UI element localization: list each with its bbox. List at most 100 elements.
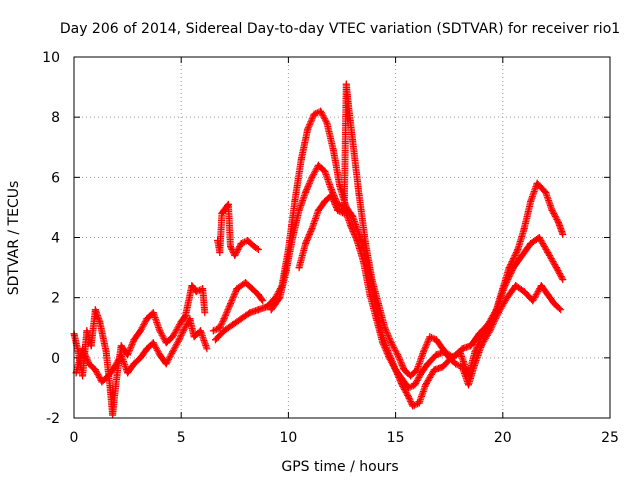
data-point [186,315,194,323]
data-point [407,372,415,380]
data-point [475,330,483,338]
data-point [314,206,322,214]
data-point [291,197,299,205]
tick-label-layer: 0 5 10 15 20 25 -2 0 2 4 6 8 10 [42,50,619,446]
data-point [113,372,121,380]
data-point [368,276,376,284]
x-tick-label: 0 [70,430,79,446]
data-point [340,209,348,217]
data-point [216,324,224,332]
data-point [237,240,245,247]
data-point [224,200,232,208]
data-point [415,399,423,407]
data-point [405,393,412,401]
data-point [550,300,558,308]
data-point [510,264,517,272]
data-point [344,101,352,109]
data-point [349,137,357,145]
data-point [327,191,335,199]
x-tick-label: 20 [494,430,512,446]
data-point [289,234,297,241]
x-tick-label: 15 [387,430,405,446]
data-point [533,179,541,187]
data-point [387,339,395,347]
data-point [394,351,402,359]
data-point [329,146,337,154]
data-point [98,378,106,386]
data-point [192,288,200,296]
data-point [214,237,222,244]
data-point [359,258,367,266]
data-point [254,246,262,253]
data-point [244,237,252,244]
data-point [109,411,117,419]
data-point [327,185,335,193]
data-point [445,354,453,362]
x-tick-label: 10 [279,430,297,446]
data-point [527,240,535,247]
data-point [246,309,254,317]
data-point [106,387,114,395]
y-tick-label: 2 [51,291,60,307]
data-point [439,345,447,353]
data-point [203,345,211,353]
data-point [321,167,329,175]
data-point [355,191,363,199]
data-point [477,342,485,350]
data-point [430,366,438,374]
data-point [104,372,112,380]
data-point [169,348,177,356]
data-point [458,345,466,353]
data-point [220,315,228,323]
data-point [259,297,267,305]
data-point [242,279,249,287]
data-point [263,303,271,311]
series-trace-7 [295,80,565,389]
series-trace-3 [214,200,262,259]
data-point [162,339,170,347]
data-point [83,327,91,335]
data-point [537,282,545,290]
data-point [295,264,303,272]
data-point [117,351,125,359]
data-point [302,188,310,196]
data-point [282,267,290,275]
data-point [302,240,310,247]
data-point [486,327,494,335]
data-point [467,342,475,350]
data-point [91,306,99,314]
data-point [227,243,234,250]
data-point [182,312,189,320]
data-point [79,345,87,353]
data-point [385,354,393,362]
data-point [501,282,509,290]
data-point [411,381,419,389]
data-point [381,324,389,332]
series-markers [70,282,209,419]
data-point [426,333,434,341]
chart-title: Day 206 of 2014, Sidereal Day-to-day VTE… [60,21,620,37]
data-point [199,285,207,293]
series-trace-2 [72,315,211,386]
data-point [452,360,460,368]
data-point [216,249,224,256]
data-point [321,197,329,205]
data-point [229,321,237,329]
data-point [317,107,325,115]
series-trace-4 [209,279,267,335]
data-point [254,291,262,299]
data-point [518,252,526,259]
data-point [512,282,520,290]
data-point [347,222,355,229]
data-point [149,309,157,317]
data-point [304,125,312,133]
data-point [130,360,138,368]
data-point [353,237,361,244]
data-point [544,291,552,299]
data-point [557,306,565,314]
data-point [295,206,303,214]
data-point [308,225,316,232]
data-point [162,360,170,368]
data-point [417,369,425,377]
